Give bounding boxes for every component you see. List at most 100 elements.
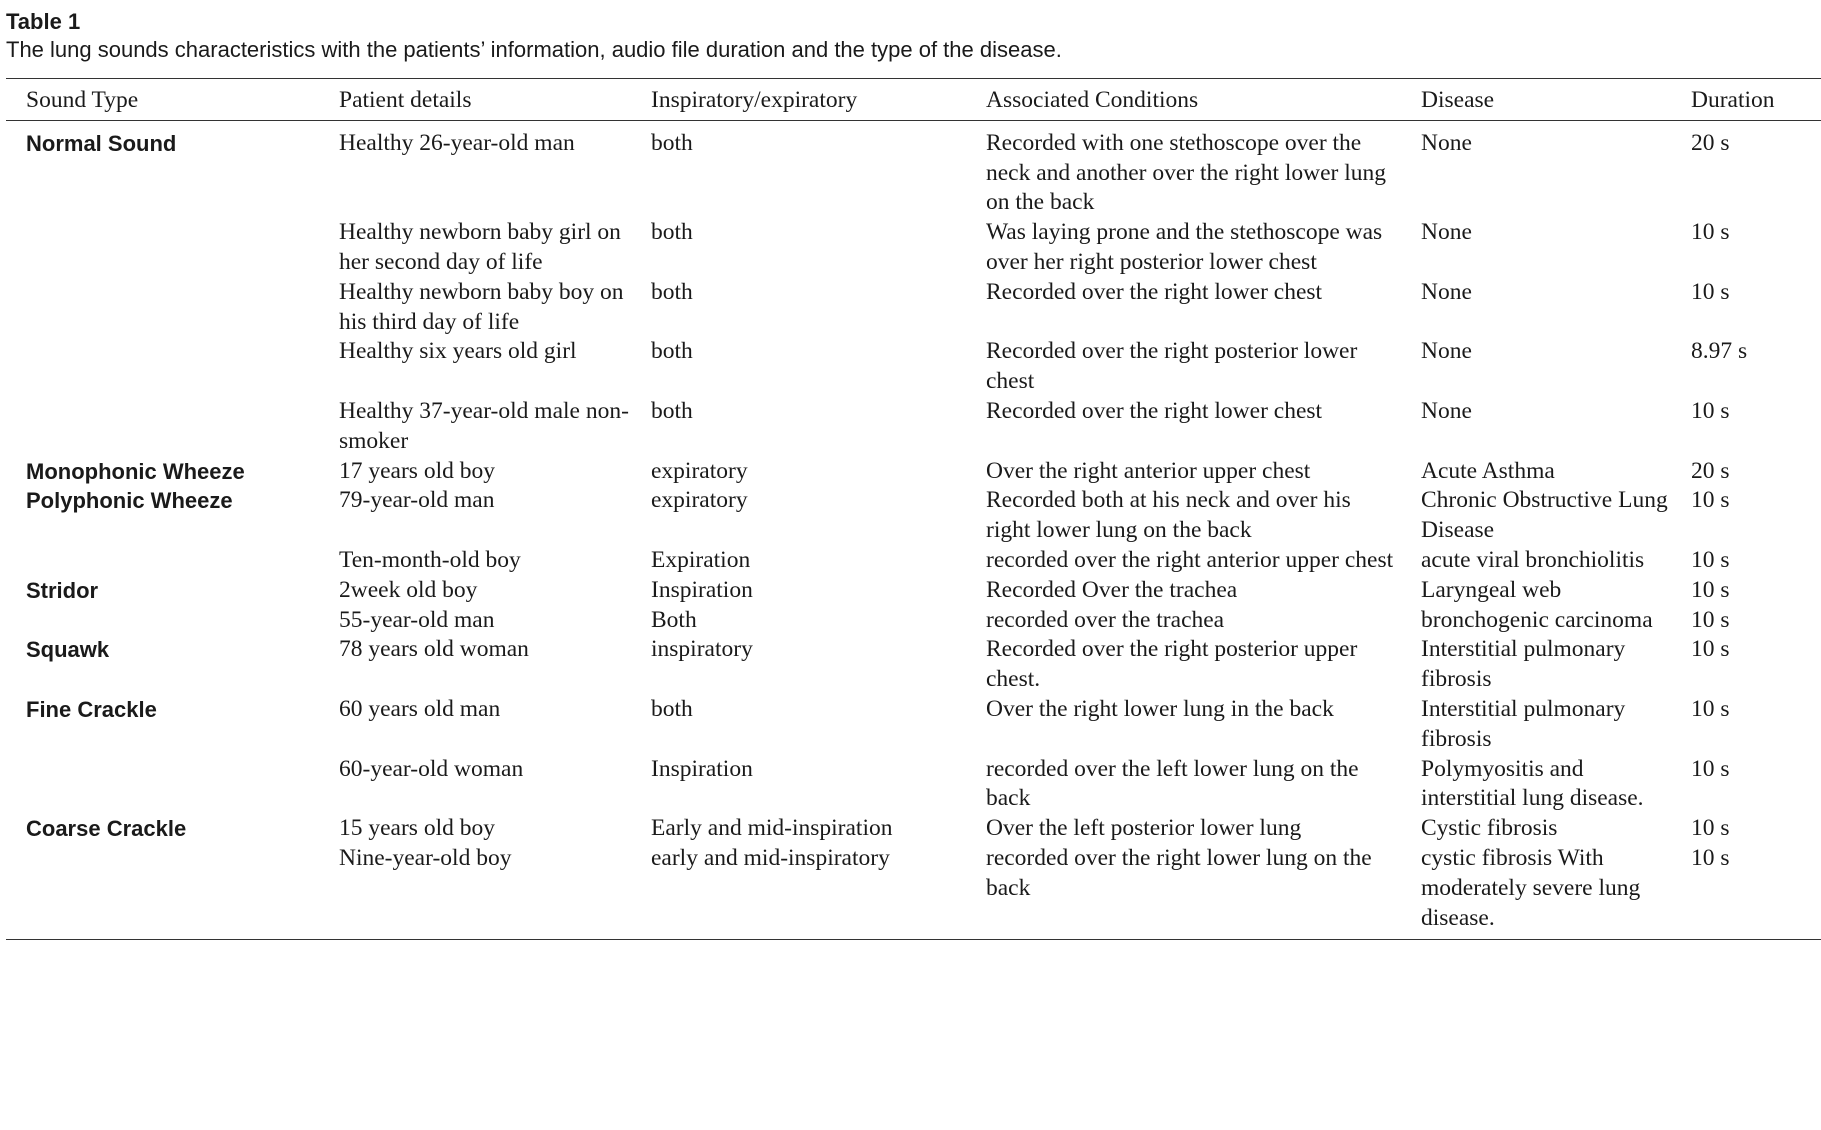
insp-exp-cell: both [651, 397, 693, 424]
patient-cell: 60 years old man [339, 695, 501, 722]
header-sound-type: Sound Type [26, 87, 139, 113]
conditions-cell: recorded over the right anterior upper c… [986, 546, 1394, 573]
header-disease: Disease [1421, 87, 1495, 113]
conditions-cell: Recorded Over the trachea [986, 576, 1238, 603]
sound-type-cell: Normal Sound [26, 130, 177, 156]
disease-cell: Chronic Obstructive Lung Disease [1421, 487, 1668, 544]
table-row: Monophonic Wheeze 17 years old boy expir… [6, 457, 1821, 487]
sound-type-cell [6, 606, 339, 636]
sound-type-cell [6, 337, 339, 397]
duration-cell: 8.97 s [1691, 338, 1748, 365]
sound-type-cell [6, 397, 339, 457]
disease-cell: Laryngeal web [1421, 576, 1562, 603]
sound-type-cell [6, 218, 339, 278]
table-row: Polyphonic Wheeze 79-year-old man expira… [6, 486, 1821, 546]
duration-cell: 10 s [1691, 219, 1730, 246]
disease-cell: Acute Asthma [1421, 457, 1555, 484]
patient-cell: 17 years old boy [339, 457, 495, 484]
conditions-cell: recorded over the trachea [986, 606, 1225, 633]
duration-cell: 20 s [1691, 129, 1730, 156]
conditions-cell: recorded over the right lower lung on th… [986, 844, 1372, 901]
conditions-cell: Over the right lower lung in the back [986, 695, 1334, 722]
duration-cell: 20 s [1691, 457, 1730, 484]
sound-type-cell [6, 844, 339, 940]
duration-cell: 10 s [1691, 487, 1730, 514]
insp-exp-cell: both [651, 338, 693, 365]
patient-cell: 79-year-old man [339, 487, 495, 514]
insp-exp-cell: early and mid-inspiratory [651, 844, 890, 871]
duration-cell: 10 s [1691, 844, 1730, 871]
disease-cell: bronchogenic carcinoma [1421, 606, 1653, 633]
conditions-cell: Recorded with one stethoscope over the n… [986, 129, 1387, 216]
header-inspiratory-expiratory: Inspiratory/expiratory [651, 87, 858, 113]
table-row: Normal Sound Healthy 26-year-old man bot… [6, 120, 1821, 218]
insp-exp-cell: Inspiration [651, 755, 753, 782]
table-row: 55-year-old man Both recorded over the t… [6, 606, 1821, 636]
patient-cell: 78 years old woman [339, 636, 529, 663]
table-caption: The lung sounds characteristics with the… [6, 37, 1062, 62]
patient-cell: Nine-year-old boy [339, 844, 512, 871]
disease-cell: None [1421, 278, 1472, 305]
disease-cell: Interstitial pulmonary fibrosis [1421, 636, 1626, 693]
conditions-cell: Over the right anterior upper chest [986, 457, 1311, 484]
conditions-cell: Recorded over the right lower chest [986, 278, 1323, 305]
patient-cell: 15 years old boy [339, 815, 495, 842]
table-row: 60-year-old woman Inspiration recorded o… [6, 755, 1821, 815]
patient-cell: Healthy newborn baby girl on her second … [339, 219, 621, 275]
insp-exp-cell: both [651, 278, 693, 305]
table-row: Nine-year-old boy early and mid-inspirat… [6, 844, 1821, 940]
insp-exp-cell: both [651, 129, 693, 156]
duration-cell: 10 s [1691, 576, 1730, 603]
conditions-cell: recorded over the left lower lung on the… [986, 755, 1359, 812]
duration-cell: 10 s [1691, 695, 1730, 722]
table-header: Sound Type Patient details Inspiratory/e… [6, 78, 1821, 121]
sound-type-cell: Fine Crackle [26, 696, 157, 722]
conditions-cell: Over the left posterior lower lung [986, 815, 1302, 842]
disease-cell: Polymyositis and interstitial lung disea… [1421, 755, 1644, 812]
duration-cell: 10 s [1691, 278, 1730, 305]
header-patient-details: Patient details [339, 87, 472, 113]
disease-cell: None [1421, 397, 1472, 424]
duration-cell: 10 s [1691, 755, 1730, 782]
table-row: Healthy 37-year-old male non-smoker both… [6, 397, 1821, 457]
duration-cell: 10 s [1691, 636, 1730, 663]
patient-cell: Healthy 37-year-old male non-smoker [339, 397, 629, 454]
disease-cell: None [1421, 338, 1472, 365]
insp-exp-cell: inspiratory [651, 636, 753, 663]
insp-exp-cell: both [651, 695, 693, 722]
patient-cell: 2week old boy [339, 576, 478, 603]
patient-cell: 60-year-old woman [339, 755, 524, 782]
conditions-cell: Recorded both at his neck and over his r… [986, 487, 1351, 544]
patient-cell: 55-year-old man [339, 606, 495, 633]
patient-cell: Healthy newborn baby boy on his third da… [339, 278, 624, 335]
insp-exp-cell: Inspiration [651, 576, 753, 603]
patient-cell: Healthy six years old girl [339, 338, 577, 365]
lung-sounds-table: Sound Type Patient details Inspiratory/e… [6, 78, 1821, 940]
table-figure: Table 1 The lung sounds characteristics … [6, 8, 1821, 940]
disease-cell: acute viral bronchiolitis [1421, 546, 1645, 573]
sound-type-cell [6, 546, 339, 576]
duration-cell: 10 s [1691, 546, 1730, 573]
table-row: Ten-month-old boy Expiration recorded ov… [6, 546, 1821, 576]
conditions-cell: Recorded over the right lower chest [986, 397, 1323, 424]
insp-exp-cell: both [651, 219, 693, 246]
duration-cell: 10 s [1691, 397, 1730, 424]
conditions-cell: Was laying prone and the stethoscope was… [986, 219, 1383, 275]
insp-exp-cell: Expiration [651, 546, 751, 573]
insp-exp-cell: expiratory [651, 457, 748, 484]
duration-cell: 10 s [1691, 815, 1730, 842]
sound-type-cell: Stridor [26, 577, 99, 603]
sound-type-cell: Monophonic Wheeze [26, 458, 245, 484]
sound-type-cell: Polyphonic Wheeze [26, 488, 233, 514]
table-row: Fine Crackle 60 years old man both Over … [6, 695, 1821, 755]
table-row: Healthy newborn baby boy on his third da… [6, 278, 1821, 338]
patient-cell: Ten-month-old boy [339, 546, 521, 573]
table-label: Table 1 [6, 9, 81, 34]
sound-type-cell: Squawk [26, 637, 110, 663]
patient-cell: Healthy 26-year-old man [339, 129, 575, 156]
table-row: Stridor 2week old boy Inspiration Record… [6, 576, 1821, 606]
table-row: Squawk 78 years old woman inspiratory Re… [6, 635, 1821, 695]
sound-type-cell [6, 278, 339, 338]
insp-exp-cell: Both [651, 606, 697, 633]
table-row: Healthy newborn baby girl on her second … [6, 218, 1821, 278]
